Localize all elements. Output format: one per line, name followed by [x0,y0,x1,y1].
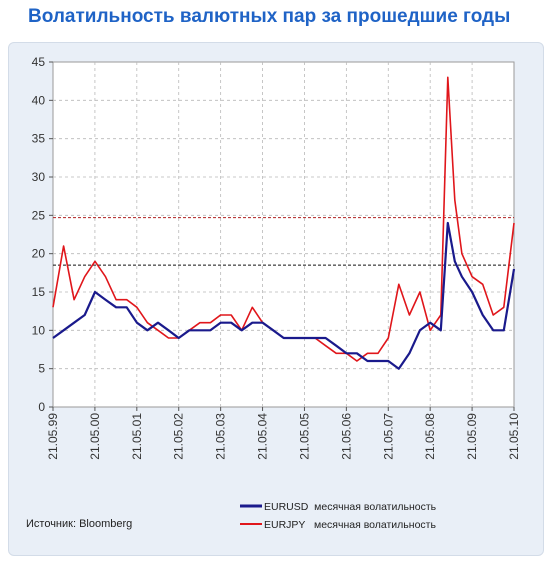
x-tick-label: 21.05.04 [256,413,270,460]
y-tick-label: 35 [32,132,46,146]
source-note: Источник: Bloomberg [26,518,132,530]
x-tick-label: 21.05.05 [297,413,311,460]
x-tick-label: 21.05.06 [339,413,353,460]
reference-lines [53,217,514,266]
y-tick-label: 30 [32,170,46,184]
x-tick-label: 21.05.99 [46,413,60,460]
x-tick-label: 21.05.03 [214,413,228,460]
x-tick-label: 21.05.07 [381,413,395,460]
plot-area [52,61,515,408]
series-lines [52,76,516,370]
x-tick-label: 21.05.10 [507,413,521,460]
chart-title: Волатильность валютных пар за прошедшие … [28,6,511,27]
legend: EURUSD месячная волатильность EURJPY мес… [240,501,437,531]
y-tick-label: 5 [38,362,45,376]
series-line-eurusd [52,221,516,370]
y-tick-label: 25 [32,208,46,222]
y-tick-label: 0 [38,400,45,414]
grid-lines [53,62,514,407]
y-tick-label: 10 [32,323,46,337]
x-tick-label: 21.05.02 [172,413,186,460]
y-tick-label: 40 [32,93,46,107]
x-tick-label: 21.05.00 [88,413,102,460]
x-tick-label: 21.05.09 [465,413,479,460]
x-tick-label: 21.05.08 [423,413,437,460]
legend-label-eurusd: EURUSD месячная волатильность [264,501,437,513]
x-axis-ticks: 21.05.99 21.05.00 21.05.01 21.05.02 21.05.03… [46,407,521,460]
legend-label-eurjpy: EURJPY месячная волатильность [264,519,436,531]
x-tick-label: 21.05.01 [130,413,144,460]
y-axis-ticks: 0 5 10 15 20 25 30 35 40 45 [32,55,53,414]
y-tick-label: 15 [32,285,46,299]
y-tick-label: 20 [32,247,46,261]
y-tick-label: 45 [32,55,46,69]
